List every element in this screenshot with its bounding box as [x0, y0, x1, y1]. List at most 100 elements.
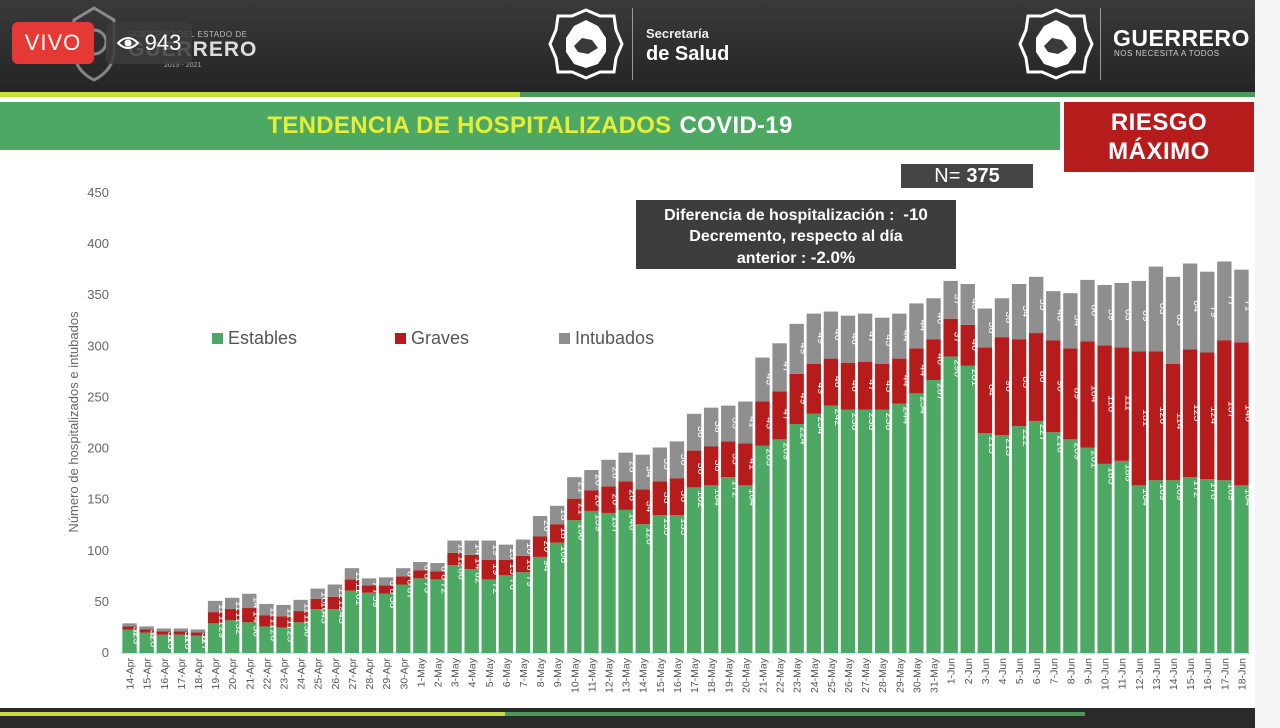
data-label-intubados: 14 [473, 544, 485, 556]
bar-estables [361, 592, 377, 653]
bar-estables [977, 433, 993, 653]
bar-intubados [310, 588, 325, 599]
bar-intubados [875, 317, 890, 364]
data-label-intubados: 60 [1088, 304, 1100, 316]
y-axis-label: Número de hospitalizados e intubados [66, 311, 81, 533]
bar-graves [1148, 351, 1164, 481]
data-label-graves: 49 [815, 383, 827, 395]
data-label-estables: 26 [267, 629, 279, 641]
x-tick-label: 25-Apr [313, 657, 325, 689]
data-label-graves: 15 [507, 563, 519, 575]
data-label-estables: 72 [490, 582, 502, 594]
x-tick-label: 13-May [621, 657, 633, 693]
data-label-graves: 3 [199, 636, 211, 642]
data-label-graves: 8 [404, 579, 416, 585]
bar-intubados [755, 357, 770, 402]
data-label-intubados: 11 [302, 603, 314, 614]
x-tick-label: 16-May [672, 657, 684, 693]
bar-estables [755, 445, 770, 653]
x-tick-label: 27-Apr [347, 657, 359, 689]
x-tick-label: 9-Jun [1082, 658, 1094, 684]
data-label-graves: 19 [490, 563, 502, 575]
data-label-graves: 49 [798, 393, 810, 405]
data-label-intubados: 69 [1140, 310, 1152, 322]
data-label-intubados: 46 [832, 329, 844, 341]
legend-label: Intubados [575, 328, 654, 348]
bar-graves [584, 490, 599, 511]
bar-estables [652, 515, 668, 653]
data-label-intubados: 44 [917, 320, 929, 332]
bar-graves [738, 443, 753, 486]
data-label-estables: 30 [250, 625, 262, 637]
bar-estables [567, 520, 582, 653]
data-label-estables: 20 [148, 636, 160, 648]
bar-intubados [857, 313, 873, 362]
y-tick-label: 300 [87, 338, 109, 353]
x-tick-label: 10-Jun [1100, 658, 1112, 690]
data-label-intubados: 85 [1174, 314, 1186, 326]
data-label-graves: 44 [900, 375, 912, 387]
bar-graves [618, 481, 633, 510]
x-tick-label: 26-May [843, 657, 855, 693]
x-tick-label: 23-Apr [279, 657, 291, 689]
chart-title-suffix: COVID-19 [679, 112, 793, 139]
data-label-graves: 96 [1003, 380, 1015, 392]
data-label-graves: 10 [319, 602, 331, 614]
x-tick-label: 17-Apr [176, 657, 188, 689]
bar-intubados [977, 308, 993, 348]
bar-graves [139, 629, 154, 633]
bar-intubados [430, 563, 445, 572]
data-label-estables: 25 [285, 630, 297, 642]
data-label-intubados: 7 [370, 581, 382, 587]
bar-estables [327, 609, 343, 653]
y-tick-label: 350 [87, 287, 109, 302]
bar-estables [926, 380, 941, 653]
live-badge: VIVO [12, 22, 94, 64]
data-label-intubados: 83 [1157, 303, 1169, 315]
x-tick-label: 15-Apr [142, 657, 154, 689]
diff-label: Diferencia de hospitalización : [664, 207, 895, 224]
x-tick-label: 11-May [586, 657, 598, 692]
viewer-count-value: 943 [144, 30, 182, 55]
x-tick-label: 18-Apr [193, 657, 205, 689]
data-label-intubados: 47 [866, 331, 878, 343]
data-label-intubados: 48 [1054, 309, 1066, 321]
bar-intubados [806, 313, 821, 364]
data-label-intubados: 8 [404, 571, 416, 577]
bar-estables [635, 524, 650, 653]
data-label-intubados: 26 [610, 467, 622, 479]
data-label-graves: 26 [610, 493, 622, 505]
bar-intubados [1097, 285, 1112, 346]
bar-estables [1131, 485, 1146, 653]
footer-stripe-yellow [0, 712, 505, 716]
x-tick-label: 24-May [809, 657, 821, 693]
data-label-intubados: 84 [1191, 300, 1203, 312]
data-label-intubados: 8 [421, 565, 433, 571]
bar-estables [806, 413, 821, 653]
total-count-value: 375 [966, 164, 1000, 187]
bar-estables [207, 623, 223, 653]
data-label-graves: 8 [438, 574, 450, 580]
bar-graves [772, 391, 787, 440]
x-tick-label: 5-Jun [1014, 658, 1026, 684]
x-tick-label: 30-May [911, 657, 923, 693]
bar-intubados [840, 315, 856, 363]
bar-estables [396, 584, 411, 653]
data-label-estables: 73 [421, 581, 433, 593]
bar-graves [207, 612, 223, 624]
data-label-graves: 7 [370, 589, 382, 595]
x-tick-label: 7-Jun [1048, 658, 1060, 684]
x-tick-label: 12-Jun [1134, 658, 1146, 690]
data-label-intubados: 59 [1106, 309, 1118, 321]
bar-graves [361, 585, 377, 593]
data-label-intubados: 36 [695, 426, 707, 438]
total-count-label: N= [934, 164, 961, 187]
bar-graves [190, 632, 206, 636]
bar-graves [293, 611, 308, 623]
chart-title-bar: TENDENCIA DE HOSPITALIZADOS COVID-19 [0, 102, 1060, 150]
bar-estables [310, 609, 325, 653]
bar-graves [1063, 348, 1078, 440]
bar-estables [1011, 426, 1027, 653]
data-label-intubados: 40 [969, 298, 981, 310]
total-count-box: N= 375 [901, 164, 1033, 188]
